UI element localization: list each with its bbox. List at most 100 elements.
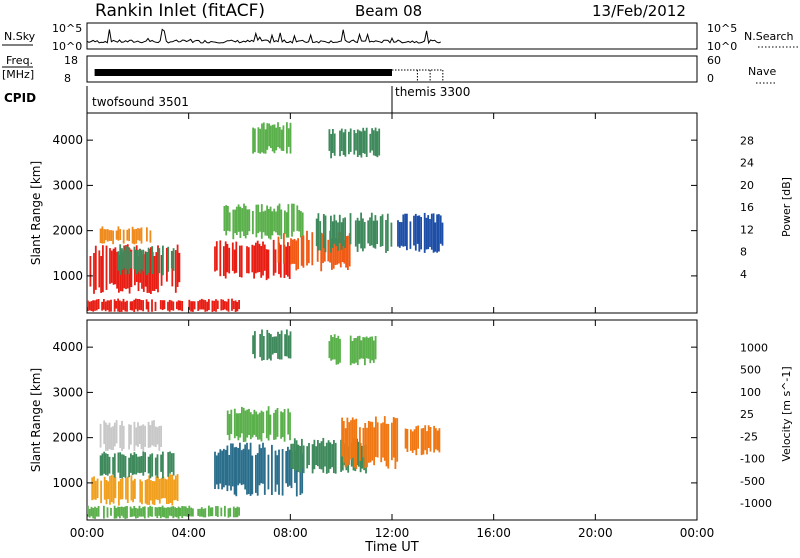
- power-echo-strip: [248, 209, 251, 232]
- velocity-echo-strip: [248, 408, 250, 435]
- power-echo-strip: [263, 244, 266, 271]
- power-echo-strip: [240, 245, 243, 278]
- velocity-echo-strip: [103, 476, 106, 500]
- velocity-echo-strip: [266, 329, 269, 361]
- power-echo-strip: [167, 246, 170, 272]
- power-echo-strip: [113, 299, 116, 312]
- power-echo-strip: [122, 250, 125, 269]
- power-echo-strip: [106, 300, 109, 310]
- velocity-echo-strip: [302, 445, 305, 474]
- velocity-echo-strip: [265, 410, 268, 439]
- power-echo-strip: [429, 219, 431, 247]
- velocity-echo-region: [99, 420, 162, 452]
- power-echo-strip: [178, 252, 181, 283]
- velocity-echo-strip: [413, 429, 416, 451]
- velocity-echo-strip: [233, 408, 236, 439]
- power-echo-strip: [137, 249, 139, 272]
- power-echo-strip: [273, 124, 276, 154]
- power-echo-strip: [95, 299, 98, 311]
- velocity-echo-strip: [335, 338, 338, 365]
- power-echo-strip: [441, 222, 444, 246]
- power-echo-strip: [146, 252, 148, 275]
- power-echo-strip: [244, 205, 247, 239]
- power-echo-strip: [115, 230, 118, 240]
- velocity-echo-strip: [124, 456, 127, 478]
- velocity-echo-strip: [254, 331, 256, 359]
- power-echo-strip: [287, 242, 289, 277]
- power-echo-strip: [228, 212, 231, 232]
- velocity-echo-strip: [426, 431, 428, 455]
- power-echo-strip: [324, 215, 327, 253]
- velocity-echo-strip: [246, 409, 249, 438]
- velocity-echo-strip: [281, 449, 284, 496]
- velocity-echo-strip: [374, 336, 377, 360]
- power-echo-strip: [293, 238, 296, 264]
- velocity-echo-strip: [383, 416, 386, 461]
- power-echo-strip: [336, 238, 339, 265]
- power-echo-region: [99, 226, 152, 245]
- velocity-echo-strip: [149, 505, 152, 517]
- power-echo-strip: [322, 233, 324, 264]
- velocity-echo-strip: [134, 478, 136, 499]
- velocity-echo-strip: [165, 507, 168, 519]
- velocity-echo-strip: [142, 424, 145, 452]
- power-echo-region: [87, 298, 240, 312]
- velocity-echo-strip: [422, 428, 425, 455]
- velocity-echo-strip: [142, 451, 145, 476]
- velocity-echo-strip: [231, 443, 234, 487]
- velocity-echo-strip: [234, 508, 237, 518]
- velocity-echo-strip: [228, 455, 231, 486]
- power-colorbar-label: Power [dB]: [780, 177, 793, 237]
- velocity-echo-strip: [285, 451, 288, 484]
- power-echo-strip: [124, 301, 127, 312]
- velocity-echo-strip: [373, 427, 375, 466]
- velocity-echo-strip: [435, 428, 437, 450]
- power-echo-strip: [356, 217, 359, 252]
- power-echo-strip: [290, 238, 292, 265]
- velocity-echo-strip: [96, 478, 99, 499]
- power-echo-strip: [262, 241, 264, 276]
- velocity-echo-strip: [192, 508, 194, 517]
- velocity-echo-strip: [424, 425, 427, 451]
- velocity-echo-strip: [380, 423, 383, 463]
- velocity-echo-strip: [255, 411, 258, 437]
- velocity-echo-strip: [284, 334, 286, 357]
- velocity-echo-strip: [320, 441, 323, 470]
- power-echo-strip: [224, 301, 226, 310]
- velocity-echo-strip: [317, 440, 319, 467]
- velocity-echo-strip: [358, 335, 361, 360]
- velocity-colorbar-tick: 500: [740, 364, 761, 377]
- power-echo-region: [214, 239, 291, 281]
- velocity-echo-strip: [359, 427, 361, 461]
- velocity-echo-strip: [348, 422, 351, 465]
- velocity-echo-strip: [313, 439, 316, 470]
- power-echo-strip: [348, 131, 350, 155]
- velocity-echo-strip: [119, 506, 121, 519]
- power-echo-strip: [226, 243, 229, 273]
- velocity-echo-strip: [322, 437, 325, 473]
- power-echo-strip: [402, 214, 405, 247]
- power-echo-strip: [181, 301, 184, 312]
- power-echo-strip: [133, 246, 136, 270]
- velocity-colorbar-tick: 1000: [740, 341, 768, 354]
- velocity-echo-strip: [229, 507, 232, 517]
- velocity-echo-strip: [94, 506, 96, 519]
- power-echo-strip: [307, 239, 310, 264]
- power-echo-strip: [320, 232, 323, 272]
- power-echo-strip: [138, 299, 141, 310]
- power-echo-strip: [119, 244, 122, 275]
- velocity-echo-strip: [362, 427, 365, 458]
- power-echo-strip: [234, 300, 237, 312]
- power-echo-strip: [416, 215, 419, 244]
- power-echo-strip: [140, 250, 143, 270]
- velocity-echo-strip: [289, 412, 291, 441]
- velocity-echo-strip: [270, 334, 272, 361]
- power-echo-region: [252, 122, 292, 154]
- velocity-echo-strip: [295, 444, 298, 497]
- velocity-echo-strip: [108, 456, 111, 474]
- power-echo-strip: [301, 212, 304, 236]
- power-echo-strip: [296, 205, 299, 231]
- velocity-echo-strip: [275, 336, 278, 353]
- velocity-echo-strip: [342, 421, 345, 463]
